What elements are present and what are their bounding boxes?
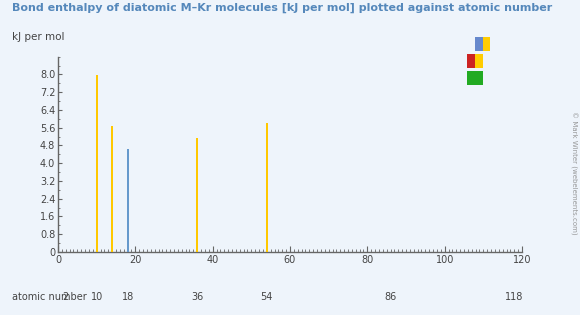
Bar [96,75,97,252]
Text: 118: 118 [505,292,524,302]
Bar [475,37,483,51]
Text: 86: 86 [385,292,397,302]
Bar [475,54,483,68]
Text: kJ per mol: kJ per mol [12,32,64,42]
Text: 54: 54 [260,292,273,302]
Text: 18: 18 [121,292,134,302]
Bar [266,123,268,252]
Text: 10: 10 [90,292,103,302]
Bar [483,37,490,51]
Bar [467,54,475,68]
Text: 2: 2 [63,292,69,302]
Text: 36: 36 [191,292,204,302]
Text: © Mark Winter (webelements.com): © Mark Winter (webelements.com) [570,112,577,235]
Bar [126,149,129,252]
Bar [196,138,198,252]
Bar [111,126,113,252]
Bar [467,71,483,85]
Text: Bond enthalpy of diatomic M–Kr molecules [kJ per mol] plotted against atomic num: Bond enthalpy of diatomic M–Kr molecules… [12,3,552,14]
Text: atomic number: atomic number [12,292,86,302]
